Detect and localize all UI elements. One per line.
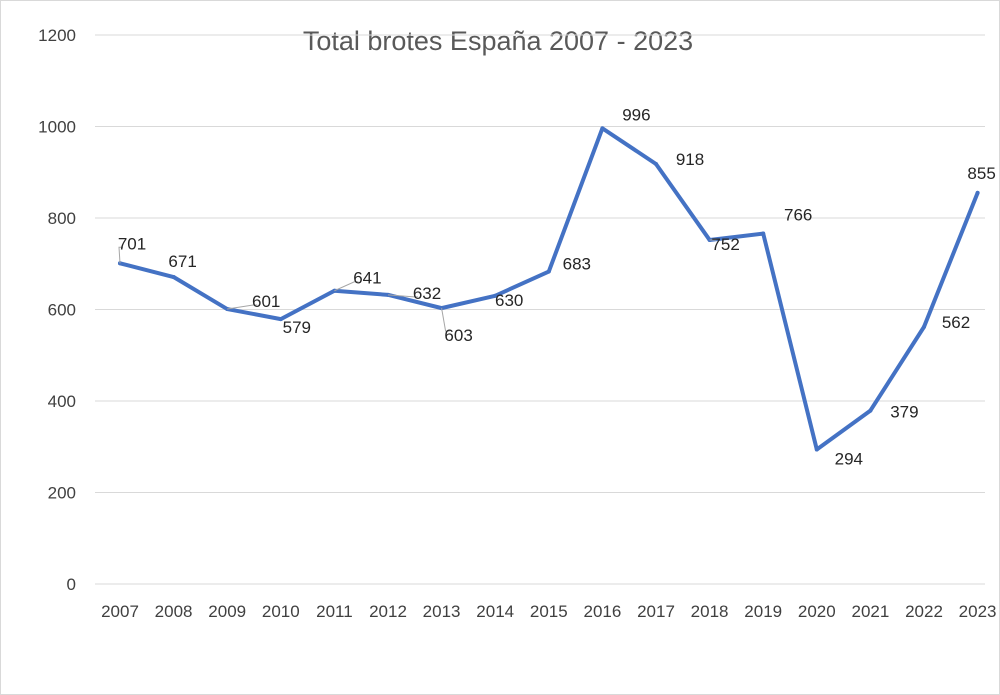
x-tick-label: 2009 <box>208 602 246 621</box>
x-tick-label: 2013 <box>423 602 461 621</box>
x-axis-ticks: 2007 2008 2009 2010 2011 2012 2013 2014 2015 2016… <box>101 602 996 621</box>
y-tick-label: 800 <box>48 209 76 228</box>
x-tick-label: 2016 <box>583 602 621 621</box>
x-tick-label: 2021 <box>851 602 889 621</box>
data-label: 601 <box>252 292 280 311</box>
data-label: 683 <box>563 255 591 274</box>
leader-line <box>118 246 123 264</box>
leader-lines <box>118 239 717 332</box>
data-point <box>654 162 658 167</box>
data-point <box>975 190 980 195</box>
data-point <box>600 126 605 131</box>
data-point <box>814 447 819 452</box>
data-label: 562 <box>942 313 970 332</box>
x-tick-label: 2015 <box>530 602 568 621</box>
data-point <box>278 317 283 322</box>
data-label: 579 <box>283 318 311 337</box>
x-tick-label: 2008 <box>155 602 193 621</box>
leader-line <box>227 304 258 310</box>
x-tick-label: 2011 <box>316 602 353 621</box>
data-label: 918 <box>676 150 704 169</box>
x-tick-label: 2022 <box>905 602 943 621</box>
data-point <box>171 275 176 280</box>
y-tick-label: 400 <box>48 392 76 411</box>
series-group <box>118 126 980 452</box>
y-axis-ticks: 0 200 400 600 800 1000 1200 <box>38 26 76 594</box>
y-tick-label: 200 <box>48 484 76 503</box>
data-label: 632 <box>413 284 441 303</box>
gridlines <box>95 34 985 585</box>
data-point <box>922 324 926 329</box>
data-label: 294 <box>835 449 863 468</box>
data-point <box>868 408 873 413</box>
x-tick-label: 2017 <box>637 602 675 621</box>
data-label: 603 <box>444 326 472 345</box>
data-label: 641 <box>353 269 381 288</box>
chart-title: Total brotes España 2007 - 2023 <box>303 26 693 56</box>
x-tick-label: 2014 <box>476 602 514 621</box>
leader-line <box>387 294 418 298</box>
x-tick-label: 2010 <box>262 602 300 621</box>
data-label: 855 <box>967 164 995 183</box>
x-tick-label: 2019 <box>744 602 782 621</box>
data-label: 766 <box>784 206 812 225</box>
x-tick-label: 2007 <box>101 602 139 621</box>
data-point <box>493 293 498 298</box>
data-point <box>761 231 766 236</box>
x-tick-label: 2020 <box>798 602 836 621</box>
data-label: 630 <box>495 291 523 310</box>
data-point <box>546 269 551 274</box>
data-label: 379 <box>890 403 918 422</box>
x-tick-label: 2023 <box>959 602 997 621</box>
data-label: 996 <box>622 105 650 124</box>
y-tick-label: 0 <box>67 575 76 594</box>
data-label: 752 <box>711 235 739 254</box>
x-tick-label: 2012 <box>369 602 407 621</box>
data-label: 671 <box>168 252 196 271</box>
y-tick-label: 600 <box>48 301 76 320</box>
y-tick-label: 1000 <box>38 118 76 137</box>
leader-line <box>441 308 450 332</box>
x-tick-label: 2018 <box>691 602 729 621</box>
y-tick-label: 1200 <box>38 26 76 45</box>
leader-line <box>334 281 359 292</box>
data-label: 701 <box>118 234 146 253</box>
